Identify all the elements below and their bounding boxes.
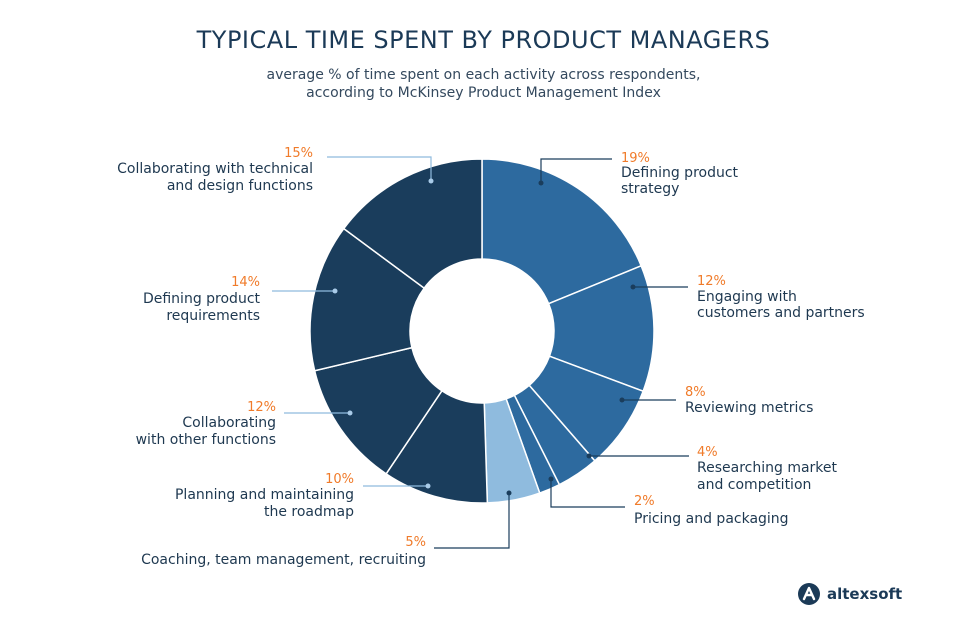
donut-slices — [309, 158, 655, 504]
leader-dot — [425, 483, 431, 489]
slice-category-label: requirements — [166, 308, 260, 324]
leader-line — [540, 158, 612, 183]
leader-dot — [586, 453, 592, 459]
leader-line — [434, 493, 510, 549]
leader-dot — [630, 284, 636, 290]
slice-category-label: strategy — [621, 181, 679, 197]
leader-dot — [619, 397, 625, 403]
logo-text: altexsoft — [827, 585, 903, 603]
slice-category-label: Pricing and packaging — [634, 511, 789, 527]
altexsoft-logo: altexsoft — [797, 580, 902, 608]
leader-dot — [506, 490, 512, 496]
slice-percent-label: 12% — [247, 400, 276, 415]
slice-category-label: Collaborating — [182, 415, 276, 431]
leader-dot — [347, 410, 353, 416]
donut-slice — [481, 158, 643, 305]
donut-slice — [309, 227, 426, 372]
slice-category-label: Researching market — [697, 460, 838, 476]
slice-percent-label: 15% — [284, 146, 313, 161]
chart-title: TYPICAL TIME SPENT BY PRODUCT MANAGERS — [196, 26, 771, 54]
slice-category-label: Defining product — [143, 291, 261, 307]
slice-percent-label: 14% — [231, 275, 260, 290]
leader-dot — [548, 476, 554, 482]
slice-percent-label: 4% — [697, 445, 718, 460]
slice-category-label: Engaging with — [697, 289, 797, 305]
leader-dot — [332, 288, 338, 294]
slice-category-label: Reviewing metrics — [685, 400, 813, 416]
slice-percent-label: 5% — [405, 535, 426, 550]
leader-dot — [428, 178, 434, 184]
altexsoft-logo-icon — [798, 583, 820, 605]
slice-percent-label: 19% — [621, 151, 650, 166]
slice-category-label: and design functions — [167, 178, 313, 194]
donut-slice — [342, 158, 483, 290]
chart-subtitle-line-2: according to McKinsey Product Management… — [306, 85, 661, 101]
leader-line — [327, 156, 432, 181]
leader-lines — [272, 156, 689, 549]
leader-dot — [538, 180, 544, 186]
chart-subtitle-line-1: average % of time spent on each activity… — [266, 67, 701, 83]
slice-percent-label: 2% — [634, 494, 655, 509]
slice-percent-label: 12% — [697, 274, 726, 289]
slice-category-label: Planning and maintaining — [175, 487, 354, 503]
slice-category-label: and competition — [697, 477, 811, 493]
slice-category-label: Coaching, team management, recruiting — [141, 552, 426, 568]
slice-category-label: customers and partners — [697, 305, 865, 321]
slice-percent-label: 10% — [325, 472, 354, 487]
slice-category-label: the roadmap — [264, 504, 354, 520]
slice-percent-label: 8% — [685, 385, 706, 400]
leader-line — [550, 479, 625, 508]
slice-category-label: Defining product — [621, 165, 739, 181]
slice-category-label: with other functions — [136, 432, 276, 448]
slice-category-label: Collaborating with technical — [117, 161, 313, 177]
